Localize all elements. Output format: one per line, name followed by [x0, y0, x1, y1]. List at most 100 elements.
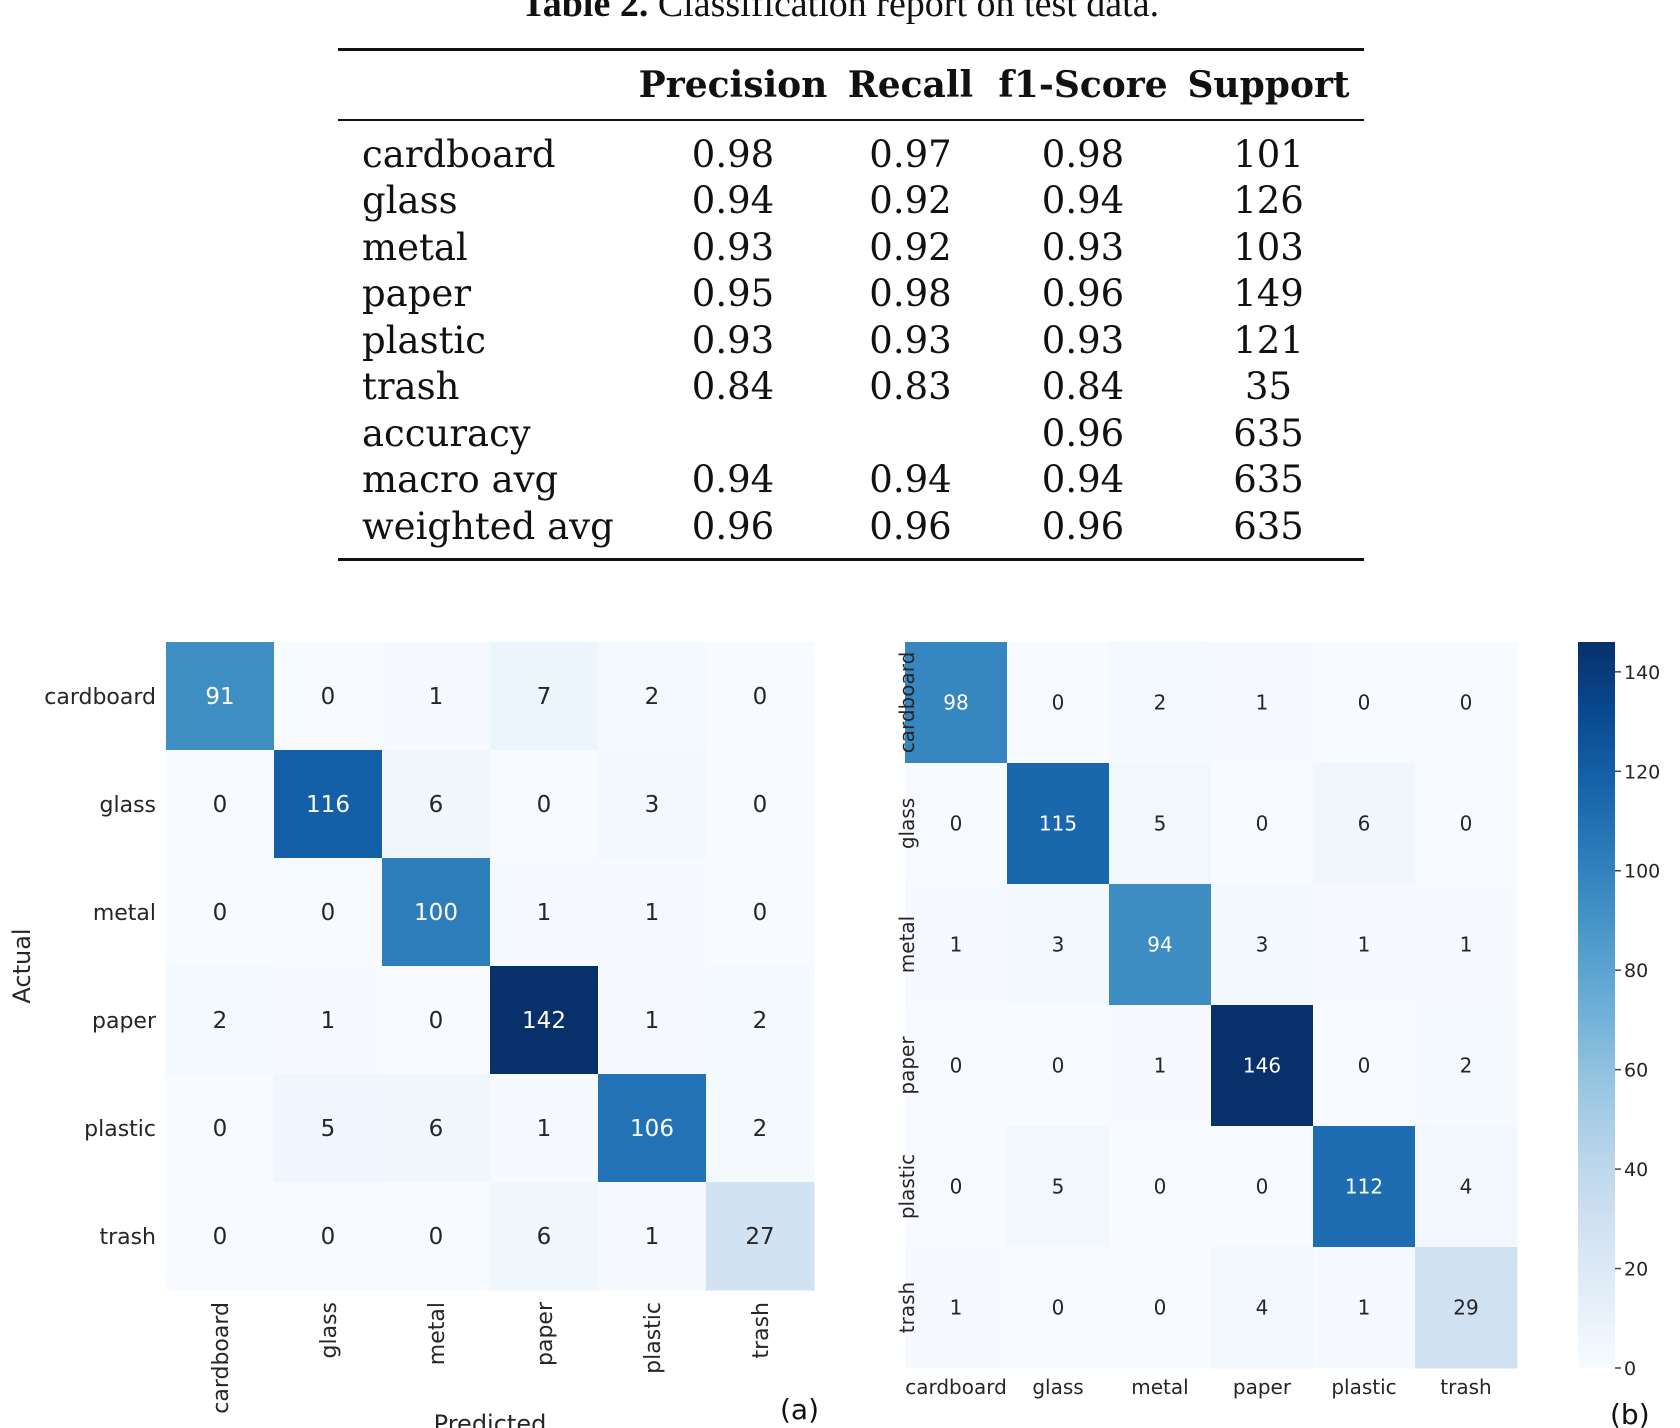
cell-value: 2 — [645, 684, 660, 710]
heatmap-cell — [1313, 642, 1416, 764]
report-cell-precision: 0.84 — [691, 365, 775, 409]
report-cell-recall: 0.94 — [869, 458, 952, 502]
report-cell-support: 126 — [1233, 179, 1304, 223]
cell-value: 1 — [645, 900, 660, 926]
heatmap-cell — [1109, 1126, 1212, 1248]
x-tick-label: glass — [317, 1302, 342, 1358]
cell-value: 1 — [537, 1116, 552, 1142]
cell-value: 0 — [1052, 691, 1065, 715]
y-tick-label: trash — [895, 1282, 919, 1333]
report-cell-support: 121 — [1233, 318, 1304, 362]
cell-value: 4 — [1256, 1296, 1269, 1320]
y-tick-label: glass — [895, 798, 919, 849]
cell-value: 0 — [213, 1224, 228, 1250]
table-caption-text: Classification report on test data. — [657, 0, 1160, 25]
colorbar-tick-label: 0 — [1624, 1358, 1636, 1380]
heatmap-cell — [905, 1247, 1008, 1369]
x-tick-label: glass — [1032, 1375, 1083, 1399]
table-caption: Table 2. Classification report on test d… — [0, 0, 1680, 26]
heatmap-cell — [1109, 1247, 1212, 1369]
report-row: accuracy 0.96 635 — [338, 410, 1364, 457]
report-cell-label: macro avg — [362, 458, 559, 502]
cell-value: 1 — [1154, 1054, 1167, 1078]
cell-value: 0 — [1154, 1175, 1167, 1199]
heatmap-cell — [1313, 884, 1416, 1006]
heatmap-cell — [1211, 1005, 1314, 1127]
report-cell-support: 635 — [1233, 458, 1304, 502]
cell-value: 1 — [950, 933, 963, 957]
cell-value: 0 — [1460, 812, 1473, 836]
cell-value: 0 — [213, 792, 228, 818]
heatmap-cell — [706, 642, 815, 751]
heatmap-cell — [274, 642, 383, 751]
cell-value: 5 — [1052, 1175, 1065, 1199]
report-row: glass 0.94 0.92 0.94 126 — [338, 178, 1364, 225]
report-row: metal 0.93 0.92 0.93 103 — [338, 224, 1364, 271]
heatmap-cell — [905, 1126, 1008, 1248]
heatmap-cell — [1109, 884, 1212, 1006]
report-cell-f1-score: 0.96 — [1041, 411, 1125, 455]
heatmap-cell — [382, 1182, 491, 1291]
cell-value: 7 — [537, 684, 552, 710]
y-tick-label: paper — [92, 1009, 157, 1034]
cell-value: 0 — [1052, 1296, 1065, 1320]
report-cell-precision: 0.95 — [691, 272, 775, 316]
heatmap-cell — [274, 858, 383, 967]
cell-value: 0 — [213, 900, 228, 926]
x-tick-label: plastic — [641, 1302, 666, 1374]
heatmap-cell — [490, 858, 599, 967]
y-tick-label: metal — [895, 916, 919, 973]
cell-value: 0 — [1256, 1175, 1269, 1199]
cell-value: 116 — [306, 792, 350, 818]
report-cell-f1-score: 0.93 — [1041, 318, 1125, 362]
cell-value: 0 — [321, 684, 336, 710]
report-cell-precision: 0.96 — [691, 504, 775, 548]
report-cell-label: accuracy — [362, 411, 531, 455]
cell-value: 0 — [753, 900, 768, 926]
heatmap-cell — [1211, 763, 1314, 885]
heatmap-cell — [1313, 1247, 1416, 1369]
heatmap-cell — [166, 642, 275, 751]
report-cell-f1-score: 0.93 — [1041, 225, 1125, 269]
heatmap-cell — [1007, 1247, 1110, 1369]
heatmap-cell — [1211, 1247, 1314, 1369]
report-row: trash 0.84 0.83 0.84 35 — [338, 364, 1364, 411]
cell-value: 115 — [1039, 812, 1077, 836]
heatmap-cell — [166, 966, 275, 1075]
heatmap-cell — [1007, 642, 1110, 764]
cell-value: 146 — [1243, 1054, 1281, 1078]
header-blank — [338, 51, 638, 121]
cell-value: 27 — [745, 1224, 774, 1250]
y-tick-label: cardboard — [44, 685, 156, 710]
cell-value: 1 — [429, 684, 444, 710]
heatmap-cell — [382, 858, 491, 967]
cell-value: 29 — [1453, 1296, 1478, 1320]
y-axis-title: Actual — [8, 928, 36, 1003]
report-cell-support: 35 — [1244, 365, 1293, 409]
heatmap-cell — [490, 1182, 599, 1291]
cell-value: 3 — [1052, 933, 1065, 957]
cell-value: 94 — [1147, 933, 1172, 957]
cell-value: 1 — [321, 1008, 336, 1034]
heatmap-cell — [598, 1074, 707, 1183]
table-caption-label: Table 2. — [520, 0, 649, 25]
cell-value: 0 — [753, 792, 768, 818]
x-axis-title: Predicted — [434, 1410, 547, 1428]
heatmap-cell — [598, 642, 707, 751]
colorbar — [1578, 642, 1615, 1368]
heatmap-cell — [382, 750, 491, 859]
heatmap-cell — [1415, 763, 1518, 885]
cell-value: 0 — [429, 1008, 444, 1034]
cell-value: 3 — [645, 792, 660, 818]
report-cell-support: 103 — [1233, 225, 1304, 269]
report-cell-label: trash — [362, 365, 460, 409]
heatmap-cell — [1415, 1005, 1518, 1127]
report-cell-support: 635 — [1233, 411, 1304, 455]
report-cell-recall: 0.97 — [869, 132, 952, 176]
cell-value: 0 — [950, 1175, 963, 1199]
heatmap-cell — [1007, 884, 1110, 1006]
heatmap-cell — [274, 750, 383, 859]
heatmap-cell — [1313, 1126, 1416, 1248]
heatmap-cell — [166, 1182, 275, 1291]
cell-value: 2 — [753, 1116, 768, 1142]
